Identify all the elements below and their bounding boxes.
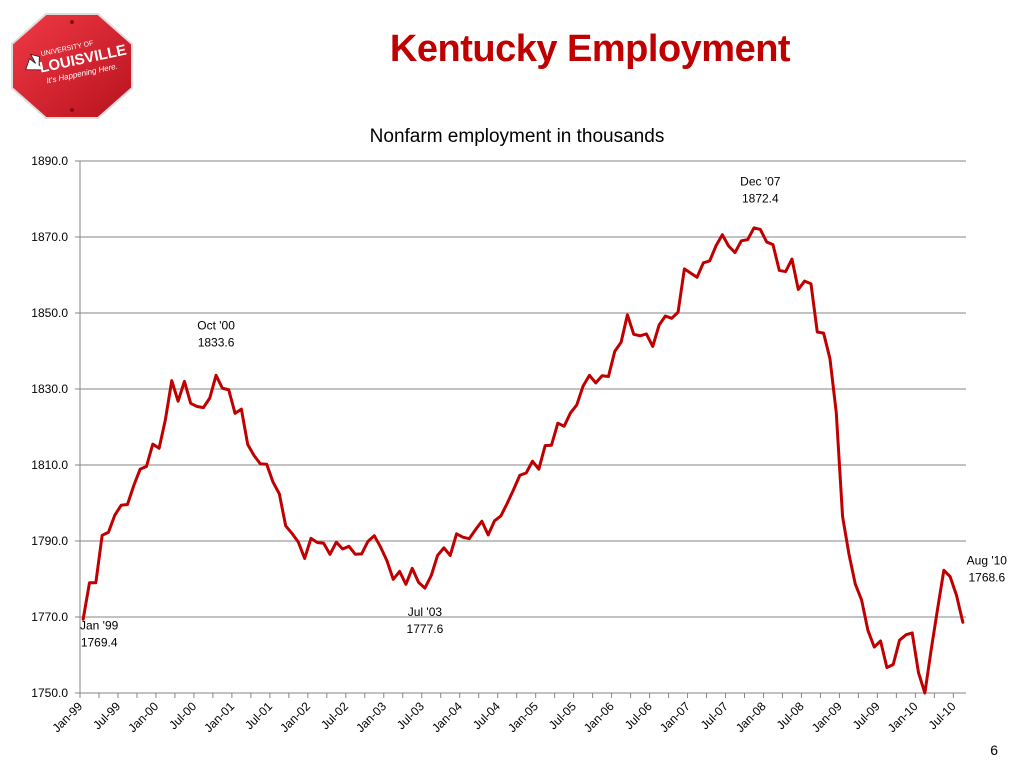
annotation-value: 1833.6 <box>198 335 235 349</box>
annotation-value: 1777.6 <box>407 622 444 636</box>
x-tick-label: Jan-01 <box>201 699 237 735</box>
x-tick-label: Jan-06 <box>581 699 617 735</box>
x-tick-label: Jan-10 <box>885 699 921 735</box>
x-tick-label: Jul-07 <box>698 699 731 732</box>
chart-title: Nonfarm employment in thousands <box>369 126 665 147</box>
x-tick-label: Jul-09 <box>850 699 883 732</box>
x-tick-label: Jan-04 <box>429 699 465 735</box>
x-tick-label: Jul-00 <box>166 699 199 732</box>
page-number: 6 <box>990 742 998 758</box>
x-tick-label: Jan-09 <box>809 699 845 735</box>
annotation-label: Jul '03 <box>408 605 443 619</box>
y-tick-label: 1810.0 <box>31 458 68 472</box>
x-tick-label: Jan-07 <box>657 699 693 735</box>
x-tick-label: Jan-00 <box>125 699 161 735</box>
line-chart: Nonfarm employment in thousands 1750.0 17… <box>0 120 1024 750</box>
x-tick-label: Jul-10 <box>926 699 959 732</box>
x-tick-label: Jul-08 <box>774 699 807 732</box>
y-tick-label: 1750.0 <box>31 686 68 700</box>
annotation-label: Oct '00 <box>197 318 235 332</box>
annotation-value: 1768.6 <box>968 570 1005 584</box>
series-line <box>81 226 965 695</box>
y-tick-label: 1830.0 <box>31 382 68 396</box>
x-tick-label: Jan-99 <box>49 699 85 735</box>
x-tick-label: Jan-08 <box>733 699 769 735</box>
slide-title: Kentucky Employment <box>389 28 791 70</box>
annotation-label: Dec '07 <box>740 174 781 188</box>
louisville-sign-icon: UNIVERSITY OF LOUISVILLE It's Happening … <box>11 13 133 119</box>
x-tick-label: Jul-01 <box>242 699 275 732</box>
x-tick-label: Jan-05 <box>505 699 541 735</box>
annotation-label: Aug '10 <box>967 553 1008 567</box>
chart-plot: 1750.0 1770.0 1790.0 1810.0 1830.0 1850.0 1870… <box>31 154 1008 735</box>
x-tick-label: Jul-04 <box>470 699 503 732</box>
university-logo: UNIVERSITY OF LOUISVILLE It's Happening … <box>8 10 136 122</box>
y-tick-label: 1770.0 <box>31 610 68 624</box>
x-tick-label: Jan-02 <box>277 699 313 735</box>
x-tick-label: Jul-02 <box>318 699 351 732</box>
x-tick-label: Jul-99 <box>90 699 123 732</box>
y-tick-label: 1870.0 <box>31 230 68 244</box>
annotation-value: 1872.4 <box>742 191 779 205</box>
x-tick-label: Jan-03 <box>353 699 389 735</box>
annotation-value: 1769.4 <box>81 635 118 649</box>
annotation-label: Jan '99 <box>80 618 119 632</box>
y-tick-label: 1790.0 <box>31 534 68 548</box>
x-tick-label: Jul-05 <box>546 699 579 732</box>
y-tick-label: 1890.0 <box>31 154 68 168</box>
x-tick-label: Jul-03 <box>394 699 427 732</box>
x-tick-label: Jul-06 <box>622 699 655 732</box>
y-tick-label: 1850.0 <box>31 306 68 320</box>
